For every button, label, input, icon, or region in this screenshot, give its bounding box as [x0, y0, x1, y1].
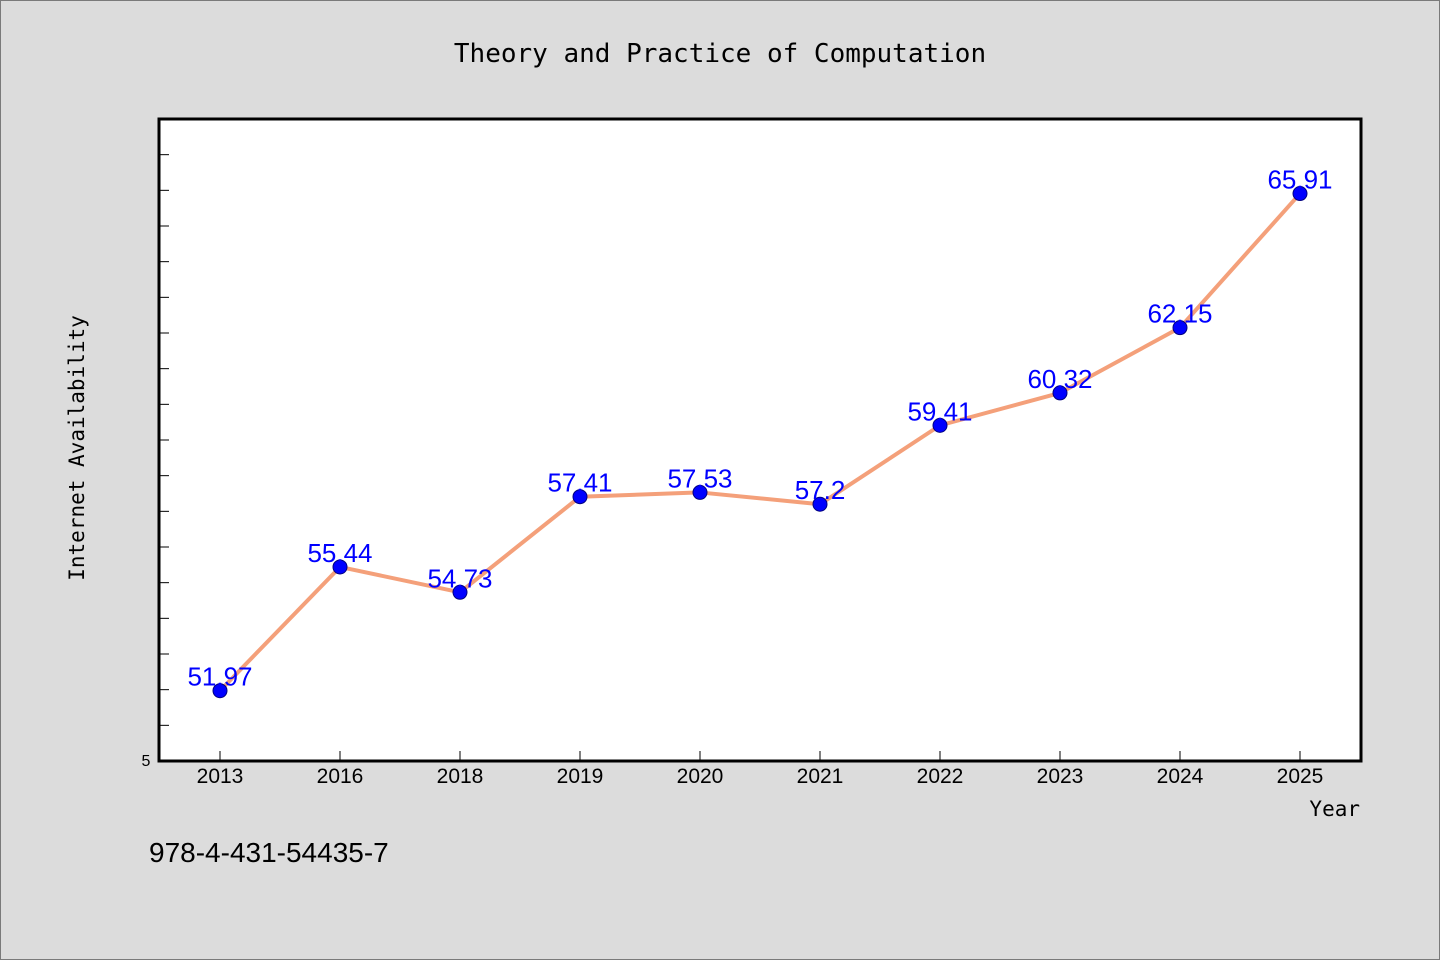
x-tick-label: 2018	[437, 765, 484, 788]
data-label: 57.2	[795, 475, 846, 505]
data-label: 55.44	[307, 538, 372, 568]
x-tick-label: 2020	[677, 765, 724, 788]
data-label: 59.41	[907, 396, 972, 426]
data-point	[212, 683, 228, 699]
data-point	[572, 489, 588, 505]
plot-area	[157, 117, 1363, 763]
x-axis-ticks: 2013 2016 2018 2019 2020 2021 2022 2023 2024 2025	[197, 751, 1324, 788]
data-label: 54.73	[427, 563, 492, 593]
x-tick-label: 2019	[557, 765, 604, 788]
data-label: 60.32	[1027, 364, 1092, 394]
data-point	[812, 496, 828, 512]
chart-title: Theory and Practice of Computation	[454, 39, 986, 69]
isbn-text: 978-4-431-54435-7	[149, 837, 389, 868]
x-tick-label: 2021	[797, 765, 844, 788]
data-labels: 51.97 55.44 54.73 57.41 57.53 57.2 59.41 60.32 6…	[187, 165, 1332, 692]
data-point	[452, 584, 468, 600]
data-points	[212, 186, 1308, 699]
x-tick-label: 2024	[1157, 765, 1204, 788]
data-label: 51.97	[187, 662, 252, 692]
x-axis-label: Year	[1309, 797, 1360, 821]
x-tick-label: 2025	[1277, 765, 1324, 788]
y-axis-label: Internet Availability	[65, 315, 89, 581]
series-line-group	[218, 192, 1302, 693]
data-point	[1052, 385, 1068, 401]
data-point	[1172, 320, 1188, 336]
data-point	[332, 559, 348, 575]
data-label: 57.53	[667, 463, 732, 493]
data-label: 65.91	[1267, 165, 1332, 195]
y-tick-label: 5	[142, 753, 151, 770]
y-axis-ticks	[159, 154, 169, 726]
data-point	[692, 484, 708, 500]
data-point	[932, 417, 948, 433]
data-point	[1292, 186, 1308, 202]
x-tick-label: 2023	[1037, 765, 1084, 788]
series-line	[218, 192, 1302, 693]
x-tick-label: 2022	[917, 765, 964, 788]
x-tick-label: 2013	[197, 765, 244, 788]
data-label: 57.41	[547, 468, 612, 498]
x-tick-label: 2016	[317, 765, 364, 788]
data-label: 62.15	[1147, 299, 1212, 329]
